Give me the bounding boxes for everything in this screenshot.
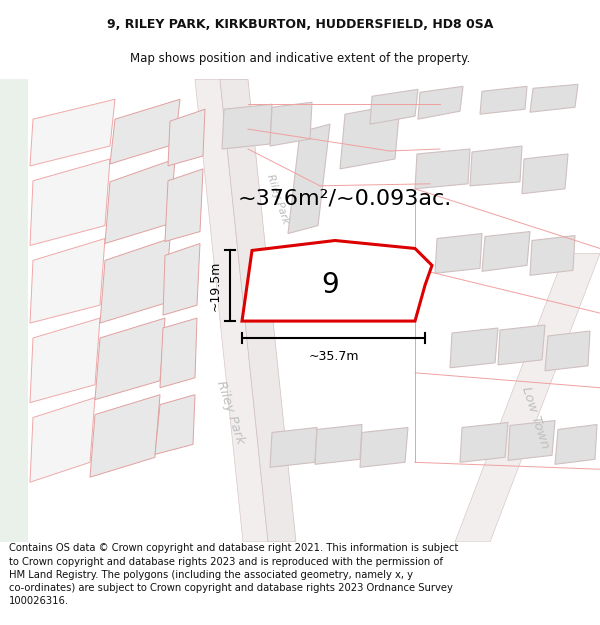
Polygon shape <box>30 159 110 246</box>
Polygon shape <box>242 241 432 321</box>
Polygon shape <box>163 244 200 315</box>
Polygon shape <box>530 84 578 112</box>
Polygon shape <box>360 428 408 468</box>
Polygon shape <box>222 104 272 149</box>
Polygon shape <box>522 154 568 194</box>
Text: Low Town: Low Town <box>519 385 551 450</box>
Polygon shape <box>340 104 400 169</box>
Polygon shape <box>460 422 508 462</box>
Text: ~35.7m: ~35.7m <box>308 350 359 363</box>
Polygon shape <box>220 79 296 542</box>
Polygon shape <box>450 328 498 368</box>
Polygon shape <box>95 318 165 399</box>
Polygon shape <box>455 253 600 542</box>
Polygon shape <box>110 99 180 164</box>
Polygon shape <box>168 109 205 166</box>
Polygon shape <box>288 124 330 234</box>
Polygon shape <box>415 149 470 189</box>
Polygon shape <box>195 79 268 542</box>
Polygon shape <box>90 394 160 478</box>
Text: Riley Park: Riley Park <box>265 173 291 225</box>
Text: Riley Park: Riley Park <box>214 379 247 446</box>
Polygon shape <box>30 99 115 166</box>
Polygon shape <box>508 421 555 461</box>
Polygon shape <box>435 234 482 273</box>
Polygon shape <box>480 86 527 114</box>
Text: 9: 9 <box>321 271 339 299</box>
Text: ~19.5m: ~19.5m <box>209 261 222 311</box>
Polygon shape <box>370 89 418 124</box>
Polygon shape <box>0 79 28 542</box>
Polygon shape <box>530 236 575 276</box>
Polygon shape <box>270 102 312 146</box>
Polygon shape <box>498 325 545 365</box>
Polygon shape <box>100 239 170 323</box>
Polygon shape <box>315 424 362 464</box>
Text: ~376m²/~0.093ac.: ~376m²/~0.093ac. <box>238 189 452 209</box>
Polygon shape <box>30 318 100 402</box>
Text: Contains OS data © Crown copyright and database right 2021. This information is : Contains OS data © Crown copyright and d… <box>9 544 458 606</box>
Polygon shape <box>105 159 175 244</box>
Polygon shape <box>270 428 317 468</box>
Polygon shape <box>482 231 530 271</box>
Polygon shape <box>160 318 197 388</box>
Polygon shape <box>155 394 195 454</box>
Polygon shape <box>30 239 105 323</box>
Polygon shape <box>30 398 95 482</box>
Polygon shape <box>555 424 597 464</box>
Polygon shape <box>165 169 203 241</box>
Polygon shape <box>470 146 522 186</box>
Text: 9, RILEY PARK, KIRKBURTON, HUDDERSFIELD, HD8 0SA: 9, RILEY PARK, KIRKBURTON, HUDDERSFIELD,… <box>107 19 493 31</box>
Polygon shape <box>545 331 590 371</box>
Polygon shape <box>418 86 463 119</box>
Text: Map shows position and indicative extent of the property.: Map shows position and indicative extent… <box>130 52 470 65</box>
